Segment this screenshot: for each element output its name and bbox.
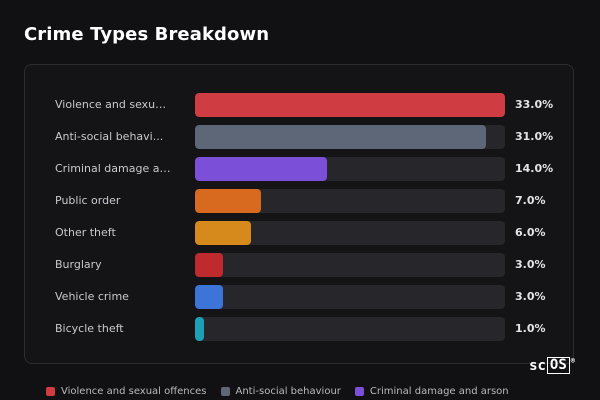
bar-row: Vehicle crime 3.0%	[25, 285, 573, 317]
bar-value-label: 7.0%	[515, 194, 546, 207]
legend-label: Violence and sexual offences	[61, 386, 207, 397]
bar-category-label: Other theft	[55, 226, 116, 239]
bar	[195, 189, 261, 213]
bar-row: Public order 7.0%	[25, 189, 573, 221]
bar-category-label: Burglary	[55, 258, 102, 271]
bar-row: Criminal damage an... 14.0%	[25, 157, 573, 189]
bar	[195, 93, 505, 117]
brand-registered-mark: ®	[570, 357, 575, 365]
bar-value-label: 1.0%	[515, 322, 546, 335]
bar-category-label: Anti-social behavi...	[55, 130, 164, 143]
bar	[195, 221, 252, 245]
brand-boxed: OS	[546, 357, 570, 374]
chart-title: Crime Types Breakdown	[24, 24, 270, 45]
legend-swatch	[46, 387, 55, 396]
bar-category-label: Bicycle theft	[55, 322, 124, 335]
bar-value-label: 3.0%	[515, 258, 546, 271]
chart-legend: Violence and sexual offences Anti-social …	[46, 386, 509, 397]
legend-swatch	[220, 387, 230, 396]
bar	[195, 317, 205, 341]
brand-logo: sc OS ®	[529, 357, 575, 375]
brand-prefix: sc	[529, 358, 546, 374]
bar-track	[195, 157, 505, 181]
bar-value-label: 33.0%	[515, 98, 554, 111]
bar-rows: Violence and sexua... 33.0% Anti-social be…	[25, 93, 573, 349]
legend-label: Anti-social behaviour	[235, 386, 341, 397]
bar-track	[195, 317, 505, 341]
bar-track	[195, 125, 505, 149]
bar-value-label: 31.0%	[515, 130, 554, 143]
legend-label: Criminal damage and arson	[369, 386, 509, 397]
bar	[195, 157, 327, 181]
legend-item: Criminal damage and arson	[354, 386, 509, 397]
bar	[195, 253, 224, 277]
bar-category-label: Violence and sexua...	[55, 98, 171, 111]
bar-row: Other theft 6.0%	[25, 221, 573, 253]
bar-category-label: Public order	[55, 194, 121, 207]
bar-value-label: 14.0%	[515, 162, 554, 175]
chart-card: Violence and sexua... 33.0% Anti-social be…	[24, 64, 574, 364]
bar-row: Bicycle theft 1.0%	[25, 317, 573, 349]
bar-row: Anti-social behavi... 31.0%	[25, 125, 573, 157]
bar-value-label: 3.0%	[515, 290, 546, 303]
bar-track	[195, 189, 505, 213]
bar-category-label: Criminal damage an...	[55, 162, 171, 175]
bar	[195, 125, 487, 149]
bar-track	[195, 285, 505, 309]
bar-value-label: 6.0%	[515, 226, 546, 239]
bar-category-label: Vehicle crime	[55, 290, 129, 303]
legend-swatch	[354, 387, 364, 396]
bar-track	[195, 221, 505, 245]
legend-item: Anti-social behaviour	[220, 386, 341, 397]
bar	[195, 285, 224, 309]
bar-row: Burglary 3.0%	[25, 253, 573, 285]
bar-row: Violence and sexua... 33.0%	[25, 93, 573, 125]
bar-track	[195, 253, 505, 277]
legend-item: Violence and sexual offences	[46, 386, 207, 397]
bar-track	[195, 93, 505, 117]
